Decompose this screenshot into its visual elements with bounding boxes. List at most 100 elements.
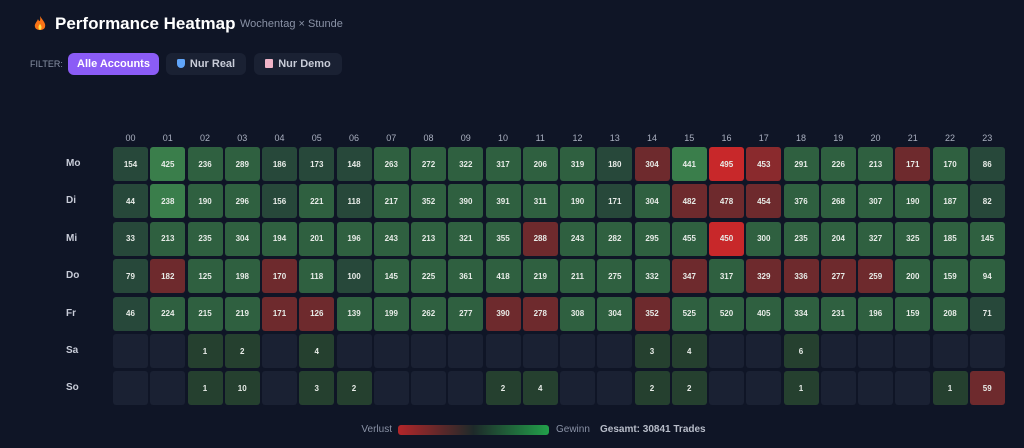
heatmap-cell[interactable]: 425: [150, 147, 186, 181]
heatmap-cell[interactable]: 277: [820, 259, 856, 294]
heatmap-cell[interactable]: 215: [187, 296, 223, 331]
heatmap-cell[interactable]: 455: [671, 221, 707, 256]
heatmap-cell[interactable]: 296: [224, 184, 260, 219]
heatmap-cell[interactable]: 2: [224, 334, 260, 368]
heatmap-cell[interactable]: 225: [411, 259, 446, 294]
heatmap-cell[interactable]: 236: [187, 147, 223, 181]
heatmap-cell[interactable]: 170: [262, 259, 297, 294]
heatmap-cell[interactable]: 204: [820, 221, 856, 256]
heatmap-cell[interactable]: 206: [522, 147, 558, 181]
heatmap-cell[interactable]: 1: [187, 371, 223, 406]
heatmap-cell[interactable]: 4: [671, 334, 707, 368]
heatmap-cell[interactable]: 186: [262, 147, 297, 181]
heatmap-cell[interactable]: 259: [858, 259, 893, 294]
heatmap-cell[interactable]: 196: [858, 296, 893, 331]
heatmap-cell[interactable]: 307: [858, 184, 893, 219]
filter-button[interactable]: Nur Demo: [254, 53, 342, 75]
heatmap-cell[interactable]: 3: [634, 334, 670, 368]
heatmap-cell[interactable]: 336: [783, 259, 819, 294]
heatmap-cell[interactable]: 361: [448, 259, 484, 294]
heatmap-cell[interactable]: 304: [224, 221, 260, 256]
heatmap-cell[interactable]: 159: [895, 296, 931, 331]
heatmap-cell[interactable]: 199: [373, 296, 409, 331]
heatmap-cell[interactable]: 352: [634, 296, 670, 331]
heatmap-cell[interactable]: 44: [113, 184, 148, 219]
heatmap-cell[interactable]: 213: [411, 221, 446, 256]
heatmap-cell[interactable]: 2: [671, 371, 707, 406]
heatmap-cell[interactable]: 4: [522, 371, 558, 406]
heatmap-cell[interactable]: 238: [150, 184, 186, 219]
heatmap-cell[interactable]: 243: [373, 221, 409, 256]
heatmap-cell[interactable]: 171: [262, 296, 297, 331]
heatmap-cell[interactable]: 100: [336, 259, 372, 294]
heatmap-cell[interactable]: 454: [746, 184, 782, 219]
heatmap-cell[interactable]: 33: [113, 221, 148, 256]
heatmap-cell[interactable]: 148: [336, 147, 372, 181]
heatmap-cell[interactable]: 311: [522, 184, 558, 219]
heatmap-cell[interactable]: 190: [187, 184, 223, 219]
heatmap-cell[interactable]: 263: [373, 147, 409, 181]
heatmap-cell[interactable]: 1: [187, 334, 223, 368]
heatmap-cell[interactable]: 329: [746, 259, 782, 294]
heatmap-cell[interactable]: 82: [969, 184, 1005, 219]
heatmap-cell[interactable]: 198: [224, 259, 260, 294]
heatmap-cell[interactable]: 235: [187, 221, 223, 256]
heatmap-cell[interactable]: 304: [597, 296, 633, 331]
heatmap-cell[interactable]: 278: [522, 296, 558, 331]
heatmap-cell[interactable]: 156: [262, 184, 297, 219]
heatmap-cell[interactable]: 1: [783, 371, 819, 406]
heatmap-cell[interactable]: 347: [671, 259, 707, 294]
heatmap-cell[interactable]: 171: [597, 184, 633, 219]
heatmap-cell[interactable]: 200: [895, 259, 931, 294]
filter-button[interactable]: Nur Real: [166, 53, 246, 75]
heatmap-cell[interactable]: 300: [746, 221, 782, 256]
heatmap-cell[interactable]: 2: [336, 371, 372, 406]
heatmap-cell[interactable]: 145: [969, 221, 1005, 256]
heatmap-cell[interactable]: 86: [969, 147, 1005, 181]
heatmap-cell[interactable]: 185: [932, 221, 968, 256]
heatmap-cell[interactable]: 139: [336, 296, 372, 331]
heatmap-cell[interactable]: 291: [783, 147, 819, 181]
heatmap-cell[interactable]: 390: [485, 296, 521, 331]
heatmap-cell[interactable]: 219: [522, 259, 558, 294]
heatmap-cell[interactable]: 196: [336, 221, 372, 256]
heatmap-cell[interactable]: 376: [783, 184, 819, 219]
heatmap-cell[interactable]: 171: [895, 147, 931, 181]
heatmap-cell[interactable]: 319: [560, 147, 595, 181]
heatmap-cell[interactable]: 180: [597, 147, 633, 181]
heatmap-cell[interactable]: 71: [969, 296, 1005, 331]
heatmap-cell[interactable]: 520: [709, 296, 744, 331]
heatmap-cell[interactable]: 231: [820, 296, 856, 331]
heatmap-cell[interactable]: 295: [634, 221, 670, 256]
heatmap-cell[interactable]: 213: [858, 147, 893, 181]
heatmap-cell[interactable]: 495: [709, 147, 744, 181]
heatmap-cell[interactable]: 182: [150, 259, 186, 294]
heatmap-cell[interactable]: 194: [262, 221, 297, 256]
heatmap-cell[interactable]: 355: [485, 221, 521, 256]
filter-button[interactable]: Alle Accounts: [68, 53, 159, 75]
heatmap-cell[interactable]: 2: [634, 371, 670, 406]
heatmap-cell[interactable]: 208: [932, 296, 968, 331]
heatmap-cell[interactable]: 418: [485, 259, 521, 294]
heatmap-cell[interactable]: 322: [448, 147, 484, 181]
heatmap-cell[interactable]: 289: [224, 147, 260, 181]
heatmap-cell[interactable]: 4: [299, 334, 335, 368]
heatmap-cell[interactable]: 352: [411, 184, 446, 219]
heatmap-cell[interactable]: 317: [485, 147, 521, 181]
heatmap-cell[interactable]: 159: [932, 259, 968, 294]
heatmap-cell[interactable]: 94: [969, 259, 1005, 294]
heatmap-cell[interactable]: 478: [709, 184, 744, 219]
heatmap-cell[interactable]: 304: [634, 147, 670, 181]
heatmap-cell[interactable]: 317: [709, 259, 744, 294]
heatmap-cell[interactable]: 201: [299, 221, 335, 256]
heatmap-cell[interactable]: 321: [448, 221, 484, 256]
heatmap-cell[interactable]: 226: [820, 147, 856, 181]
heatmap-cell[interactable]: 221: [299, 184, 335, 219]
heatmap-cell[interactable]: 46: [113, 296, 148, 331]
heatmap-cell[interactable]: 118: [336, 184, 372, 219]
heatmap-cell[interactable]: 170: [932, 147, 968, 181]
heatmap-cell[interactable]: 277: [448, 296, 484, 331]
heatmap-cell[interactable]: 224: [150, 296, 186, 331]
heatmap-cell[interactable]: 145: [373, 259, 409, 294]
heatmap-cell[interactable]: 6: [783, 334, 819, 368]
